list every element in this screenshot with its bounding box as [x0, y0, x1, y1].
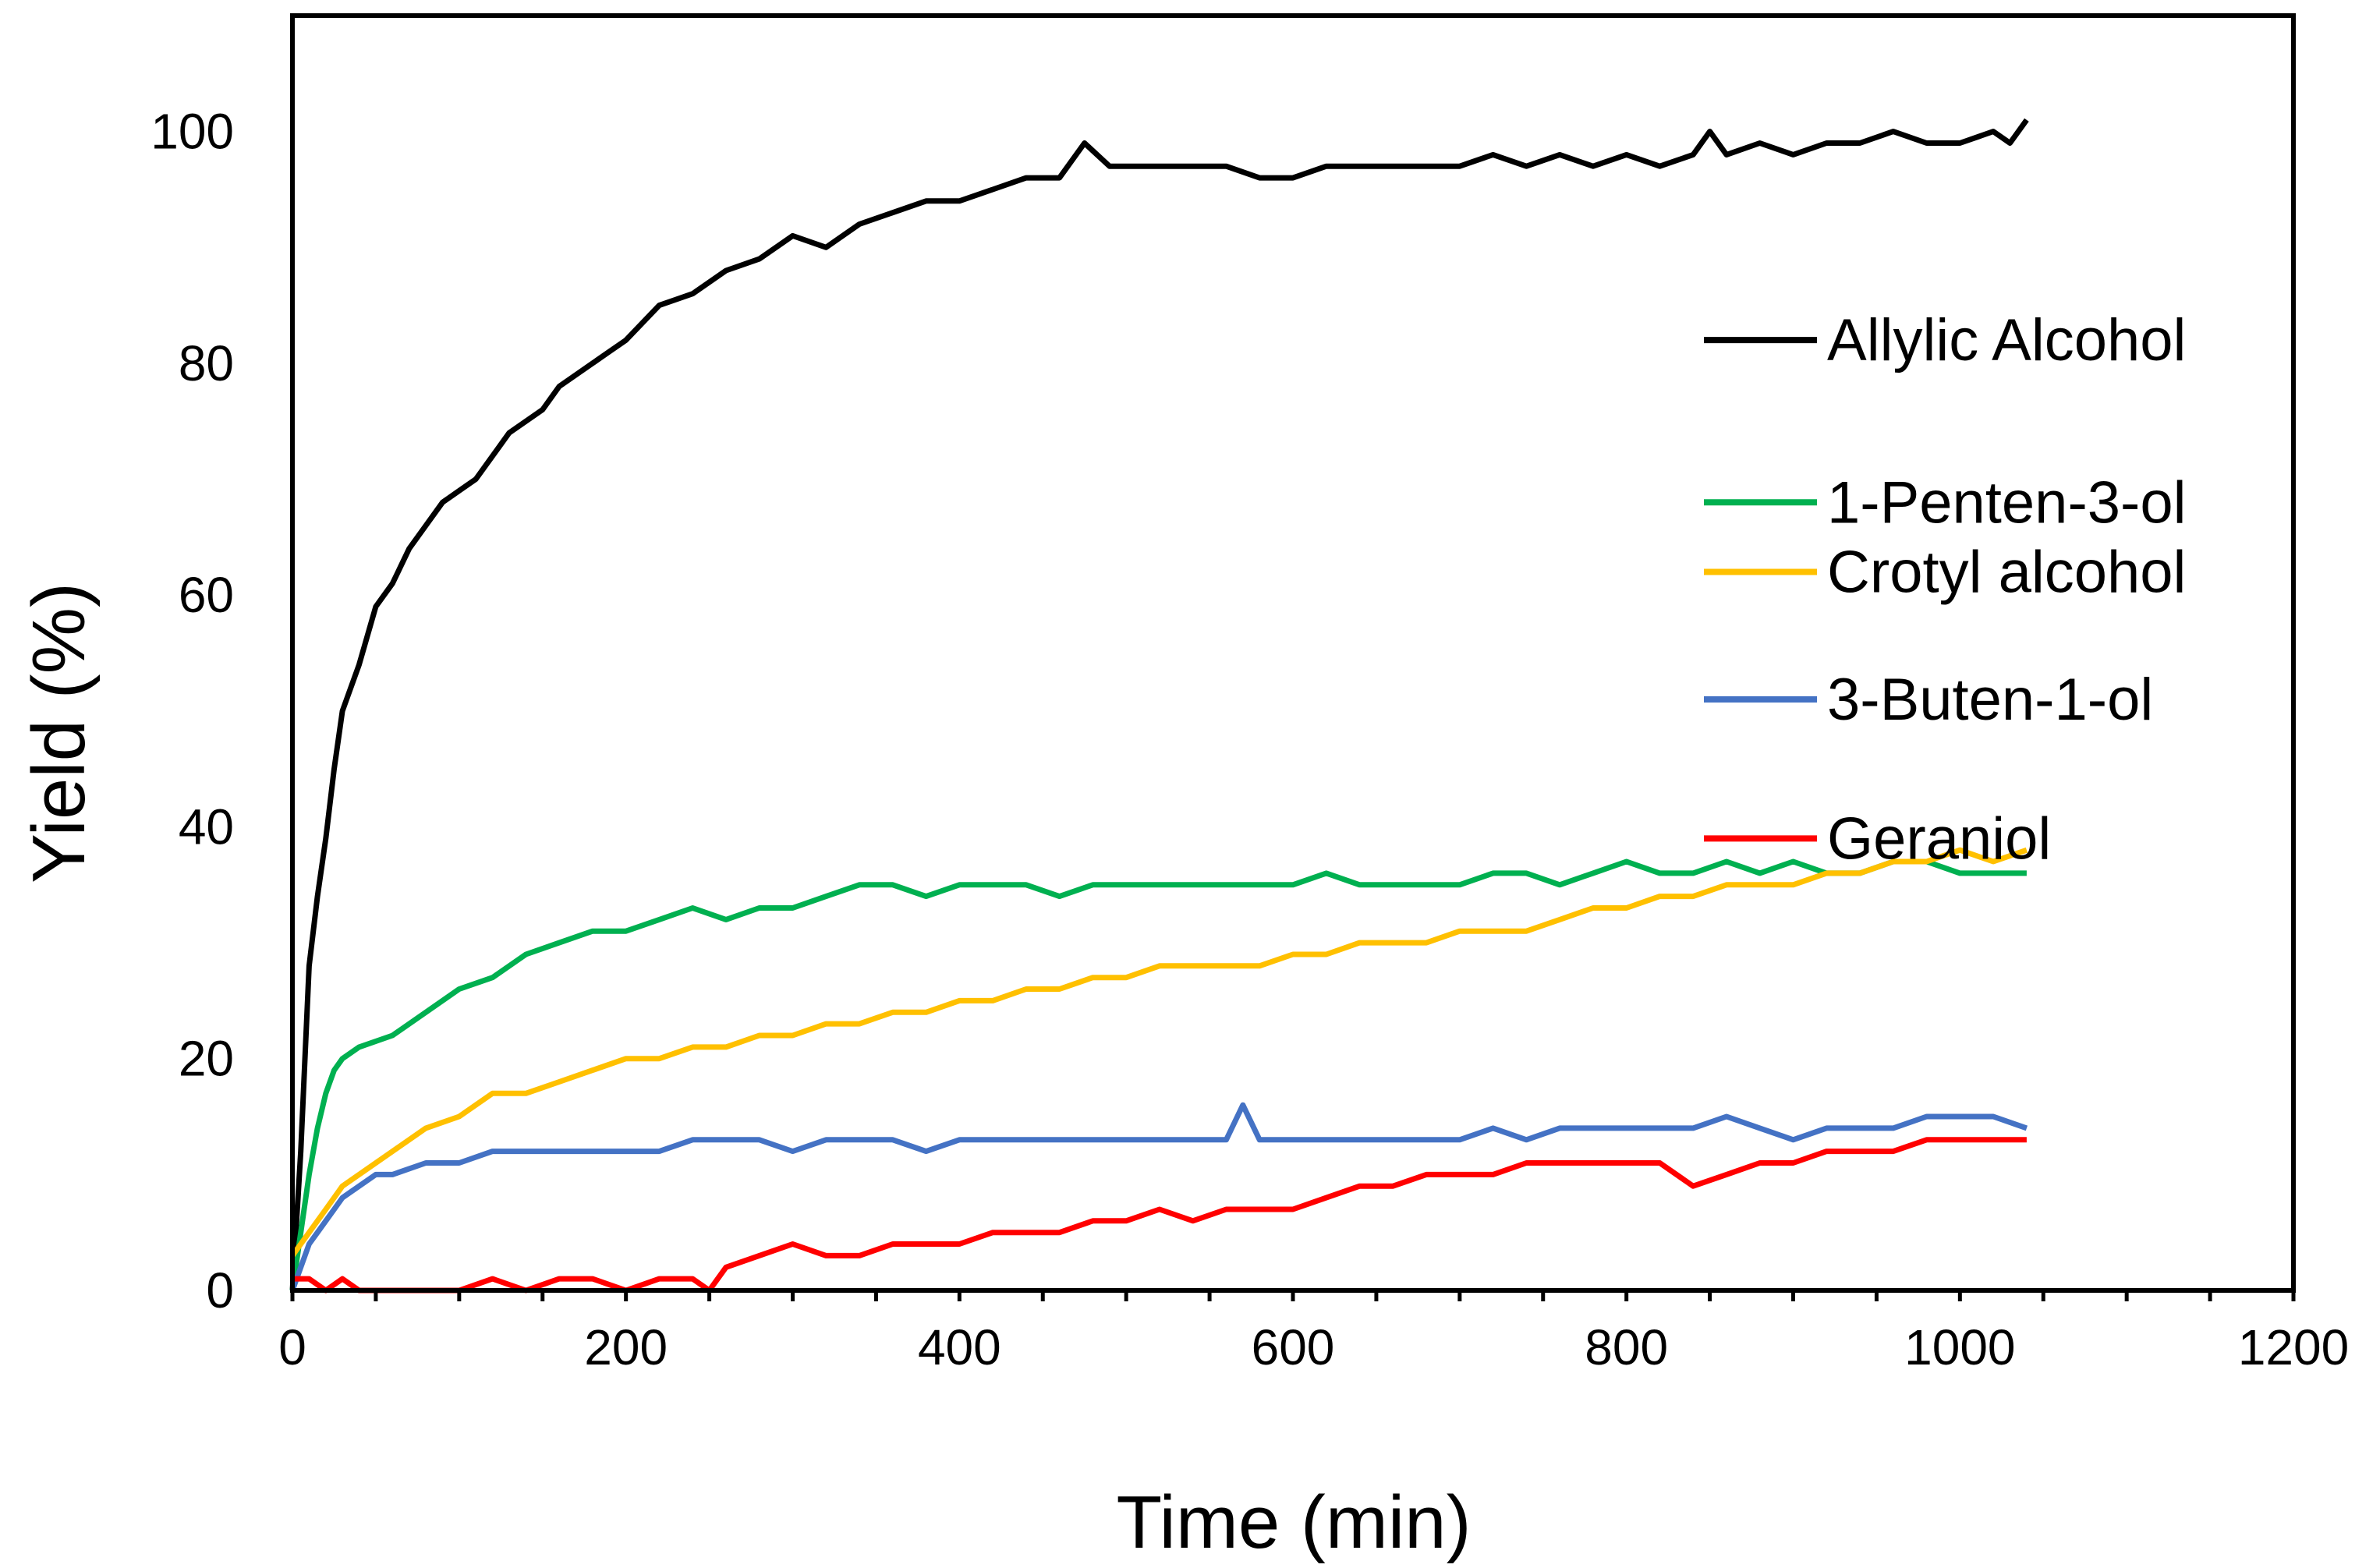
x-tick-label: 1000: [1904, 1319, 2015, 1375]
axis-ticks: 0 200 400 600 800 1000 1200 0 20 40 60 80 100: [151, 104, 2349, 1375]
y-tick-label: 0: [206, 1262, 234, 1318]
y-tick-label: 100: [151, 104, 234, 160]
y-tick-label: 20: [179, 1031, 234, 1087]
y-tick-label: 60: [179, 567, 234, 623]
y-axis-title: Yield (%): [17, 582, 101, 883]
x-axis-title: Time (min): [1116, 1481, 1471, 1564]
x-tick-label: 400: [918, 1319, 1001, 1375]
legend-label-4: Geraniol: [1827, 805, 2051, 872]
series-line-1: [289, 858, 2027, 1291]
legend-label-1: 1-Penten-3-ol: [1827, 469, 2187, 536]
legend-label-3: 3-Buten-1-ol: [1827, 667, 2153, 733]
series-line-2: [290, 847, 2028, 1258]
y-tick-label: 80: [179, 335, 234, 391]
legend-label-0: Allylic Alcohol: [1827, 307, 2186, 373]
x-tick-label: 800: [1585, 1319, 1668, 1375]
series-line-3: [289, 1102, 2028, 1292]
x-tick-label: 200: [584, 1319, 668, 1375]
x-tick-label: 1200: [2238, 1319, 2349, 1375]
series-line-0: [289, 118, 2029, 1291]
x-tick-label: 0: [278, 1319, 306, 1375]
y-tick-label: 40: [179, 798, 234, 855]
legend-label-2: Crotyl alcohol: [1827, 539, 2186, 605]
x-tick-label: 600: [1252, 1319, 1335, 1375]
